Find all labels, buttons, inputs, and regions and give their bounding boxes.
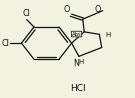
Text: H: H — [79, 59, 84, 65]
Text: N: N — [74, 59, 79, 68]
Text: H: H — [105, 32, 111, 38]
Text: O: O — [95, 5, 101, 14]
Text: Cl: Cl — [1, 39, 9, 48]
Text: HCl: HCl — [70, 84, 86, 93]
Text: Cl: Cl — [22, 9, 30, 18]
Text: Abs: Abs — [72, 32, 81, 37]
Text: O: O — [64, 5, 70, 14]
